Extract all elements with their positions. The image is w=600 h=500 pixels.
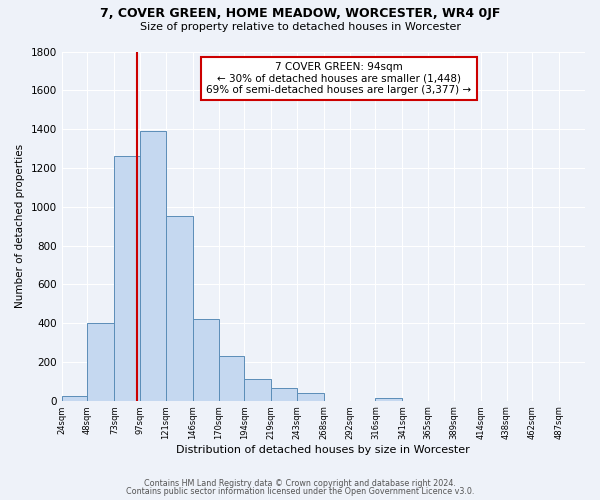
X-axis label: Distribution of detached houses by size in Worcester: Distribution of detached houses by size … [176,445,470,455]
Bar [166,216,193,400]
Bar [297,393,324,400]
Text: 7, COVER GREEN, HOME MEADOW, WORCESTER, WR4 0JF: 7, COVER GREEN, HOME MEADOW, WORCESTER, … [100,8,500,20]
Bar [140,131,166,400]
Text: Contains HM Land Registry data © Crown copyright and database right 2024.: Contains HM Land Registry data © Crown c… [144,478,456,488]
Bar [115,156,140,400]
Bar [62,396,88,400]
Bar [218,356,244,401]
Y-axis label: Number of detached properties: Number of detached properties [15,144,25,308]
Text: 7 COVER GREEN: 94sqm
← 30% of detached houses are smaller (1,448)
69% of semi-de: 7 COVER GREEN: 94sqm ← 30% of detached h… [206,62,472,95]
Bar [376,398,403,400]
Text: Size of property relative to detached houses in Worcester: Size of property relative to detached ho… [139,22,461,32]
Bar [193,319,218,400]
Text: Contains public sector information licensed under the Open Government Licence v3: Contains public sector information licen… [126,487,474,496]
Bar [88,323,115,400]
Bar [271,388,297,400]
Bar [244,380,271,400]
